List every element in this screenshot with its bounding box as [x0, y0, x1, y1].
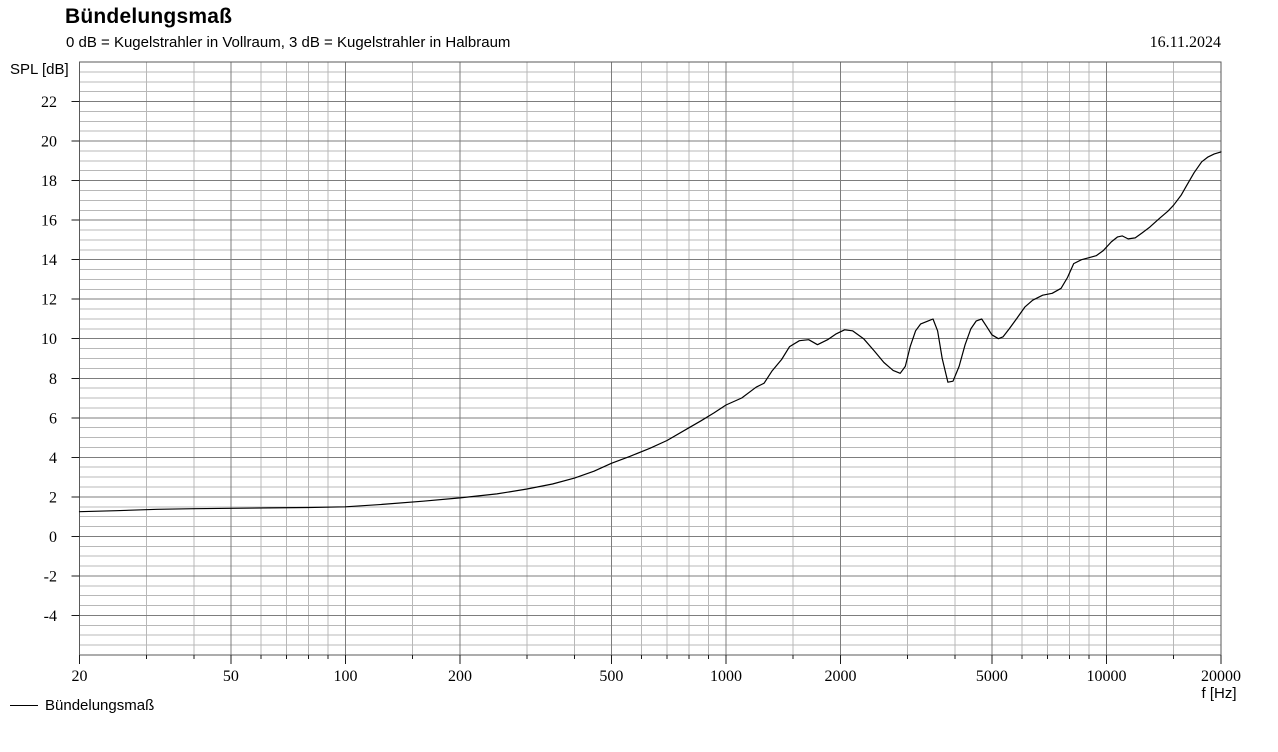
y-tick-label: 8: [49, 371, 57, 388]
y-tick-label: 10: [41, 331, 57, 348]
x-tick-label: 20000: [1201, 668, 1241, 685]
x-axis-name: f [Hz]: [1201, 685, 1237, 702]
y-tick-label: -4: [44, 608, 57, 625]
chart-subtitle: 0 dB = Kugelstrahler in Vollraum, 3 dB =…: [66, 34, 511, 51]
legend-item-label: Bündelungsmaß: [45, 696, 155, 714]
x-tick-label: 100: [333, 668, 357, 685]
x-tick-label: 1000: [710, 668, 742, 685]
y-tick-label: 22: [41, 94, 57, 111]
y-tick-label: 4: [49, 450, 57, 467]
y-tick-label: 2: [49, 489, 57, 506]
x-tick-label: 200: [448, 668, 472, 685]
x-tick-label: 50: [223, 668, 239, 685]
chart-date: 16.11.2024: [1149, 34, 1221, 51]
x-tick-label: 10000: [1086, 668, 1126, 685]
legend-line-sample: [10, 704, 38, 706]
y-tick-label: 18: [41, 173, 57, 190]
y-axis-name: SPL [dB]: [10, 61, 69, 78]
legend: Bündelungsmaß: [10, 696, 154, 714]
x-tick-label: 5000: [976, 668, 1008, 685]
x-tick-label: 20: [72, 668, 88, 685]
y-tick-label: 16: [41, 213, 57, 230]
y-tick-label: 20: [41, 134, 57, 151]
x-tick-label: 500: [599, 668, 623, 685]
y-tick-label: 6: [49, 410, 57, 427]
y-tick-label: 14: [41, 252, 57, 269]
y-tick-label: 0: [49, 529, 57, 546]
curve-buendelungsmass: [78, 151, 1222, 513]
grid-border: [79, 61, 1222, 656]
y-tick-label: 12: [41, 292, 57, 309]
y-tick-label: -2: [44, 568, 57, 585]
x-tick-label: 2000: [825, 668, 857, 685]
chart-title: Bündelungsmaß: [65, 5, 233, 28]
